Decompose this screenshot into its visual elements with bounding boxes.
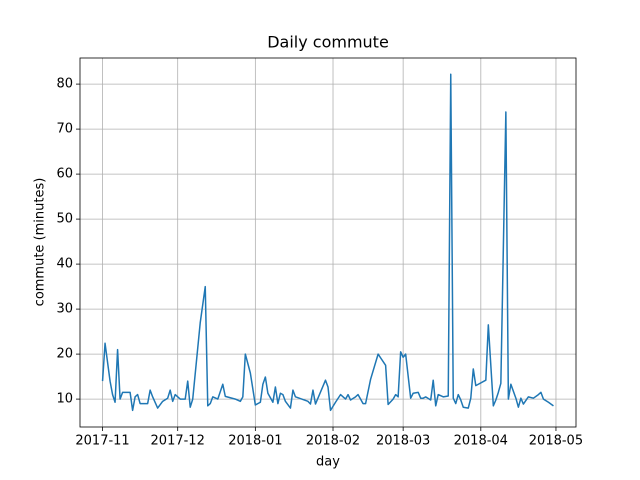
- y-tick-label: 30: [56, 302, 73, 317]
- axes-frame: [79, 57, 577, 428]
- x-tick-label: 2018-01: [228, 434, 282, 449]
- y-tick-label: 80: [56, 77, 73, 92]
- y-tick-label: 40: [56, 257, 73, 272]
- x-tick-label: 2018-05: [529, 434, 583, 449]
- x-tick-label: 2017-11: [75, 434, 129, 449]
- x-axis-label: day: [316, 455, 340, 470]
- x-tick-label: 2018-04: [454, 434, 508, 449]
- y-tick-label: 70: [56, 122, 73, 137]
- x-tick-label: 2018-03: [376, 434, 430, 449]
- y-axis-label: commute (minutes): [33, 178, 48, 307]
- data-line: [101, 73, 554, 412]
- y-tick-label: 50: [56, 212, 73, 227]
- x-tick-label: 2017-12: [151, 434, 205, 449]
- y-tick-label: 10: [56, 392, 73, 407]
- y-tick-label: 20: [56, 347, 73, 362]
- x-tick-label: 2018-02: [306, 434, 360, 449]
- chart-title: Daily commute: [267, 33, 389, 52]
- y-tick-label: 60: [56, 167, 73, 182]
